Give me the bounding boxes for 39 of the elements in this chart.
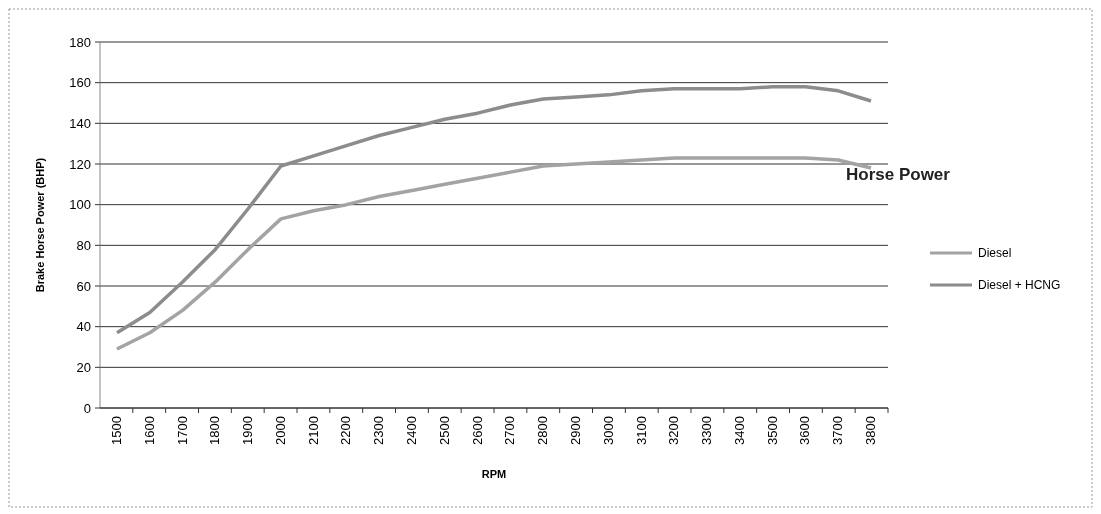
x-tick-label: 2200: [338, 416, 354, 445]
x-tick-label: 3800: [863, 416, 878, 445]
x-tick-label: 2800: [535, 416, 551, 445]
x-tick-label: 2500: [436, 416, 452, 445]
y-tick-label: 60: [76, 278, 91, 294]
y-tick-label: 40: [76, 319, 91, 335]
y-tick-label: 180: [69, 34, 91, 50]
y-tick-label: 160: [69, 75, 91, 91]
y-tick-label: 80: [76, 237, 91, 253]
x-tick-label: 2400: [404, 416, 420, 445]
text: Horse Power: [846, 165, 951, 185]
x-tick-label: 3100: [633, 416, 649, 445]
x-tick-label: 1500: [109, 416, 124, 445]
y-axis-title: Brake Horse Power (BHP): [34, 157, 46, 293]
legend-label: Diesel: [978, 246, 1012, 261]
x-tick-label: 2000: [272, 416, 288, 445]
y-tick-label: 140: [69, 115, 91, 131]
y-tick-label: 120: [69, 156, 91, 172]
legend-label: Diesel + HCNG: [978, 278, 1061, 293]
x-tick-label: 2700: [502, 416, 518, 445]
x-tick-label: 3000: [600, 416, 616, 445]
x-tick-label: 2300: [371, 416, 387, 445]
x-tick-label: 3200: [666, 416, 682, 445]
x-axis-title: RPM: [481, 468, 507, 480]
x-tick-label: 1900: [240, 416, 256, 445]
y-tick-label: 100: [69, 197, 91, 213]
y-tick-label: 0: [83, 400, 91, 416]
x-tick-label: 1800: [207, 416, 223, 445]
x-tick-label: 2600: [469, 416, 485, 445]
x-tick-label: 3600: [797, 416, 813, 445]
x-tick-label: 3500: [764, 416, 780, 445]
x-tick-label: 2100: [305, 416, 321, 445]
x-tick-label: 3300: [699, 416, 715, 445]
y-tick-label: 20: [76, 359, 91, 375]
x-tick-label: 2900: [567, 416, 583, 445]
x-tick-label: 3400: [731, 416, 747, 445]
x-tick-label: 1700: [174, 416, 190, 445]
x-tick-label: 3700: [830, 416, 846, 445]
x-tick-label: 1600: [141, 416, 157, 445]
